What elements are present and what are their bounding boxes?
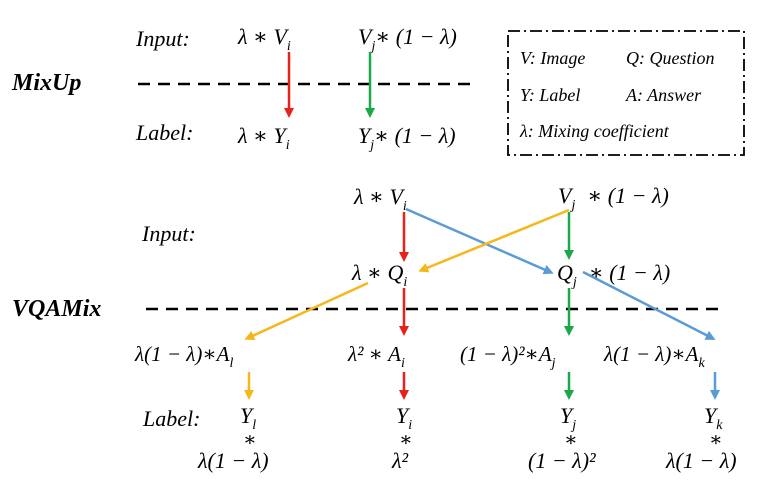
mixup-title: MixUp	[11, 70, 81, 96]
vqamix-q-right: Qj ∗ (1 − λ)	[557, 260, 670, 290]
vqamix-v-left: λ ∗ Vi	[353, 184, 407, 214]
weight-i: λ²	[391, 448, 409, 473]
weight-l: λ(1 − λ)	[197, 448, 269, 473]
star-k: ∗	[709, 429, 723, 451]
vqamix-a-j: (1 − λ)²∗Aj	[460, 342, 556, 371]
mixup-input-right: Vj∗ (1 − λ)	[358, 24, 457, 54]
vqamix-y-j: Yj	[560, 403, 576, 433]
legend-label: Y: Label	[520, 85, 580, 105]
mixup-label-right: Yj∗ (1 − λ)	[358, 123, 456, 153]
vqamix-title: VQAMix	[12, 296, 101, 322]
star-j: ∗	[564, 429, 578, 451]
arrow-v-left-to-q-right	[405, 207, 554, 275]
vqamix-a-k: λ(1 − λ)∗Ak	[603, 342, 705, 371]
arrow-q-right-to-a-k	[582, 270, 716, 340]
mixup-input-left: λ ∗ Vi	[237, 24, 291, 54]
legend-question: Q: Question	[626, 48, 715, 68]
legend-mixing: λ: Mixing coefficient	[519, 121, 670, 141]
legend-box	[507, 30, 745, 156]
vqamix-y-k: Yk	[704, 403, 723, 433]
mixup-label-label: Label:	[135, 120, 193, 145]
vqamix-label-label: Label:	[142, 406, 200, 431]
mixup-input-label: Input:	[135, 26, 190, 51]
mixup-label-left: λ ∗ Yi	[237, 123, 290, 153]
vqamix-a-l: λ(1 − λ)∗Al	[134, 342, 233, 371]
legend-image: V: Image	[520, 48, 585, 68]
arrow-q-left-to-a-l	[244, 281, 369, 341]
weight-k: λ(1 − λ)	[665, 448, 737, 473]
vqamix-v-right: Vj ∗ (1 − λ)	[558, 183, 669, 213]
vqamix-input-label: Input:	[141, 221, 196, 246]
star-l: ∗	[243, 429, 257, 451]
vqamix-a-i: λ² ∗ Ai	[347, 342, 405, 371]
star-i: ∗	[399, 429, 413, 451]
vqamix-q-left: λ ∗ Qi	[351, 260, 407, 290]
vqamix-y-i: Yi	[396, 403, 412, 433]
vqamix-y-l: Yl	[240, 403, 256, 433]
legend-answer: A: Answer	[625, 85, 702, 105]
weight-j: (1 − λ)²	[528, 448, 596, 473]
arrow-v-right-to-q-left	[418, 208, 570, 273]
